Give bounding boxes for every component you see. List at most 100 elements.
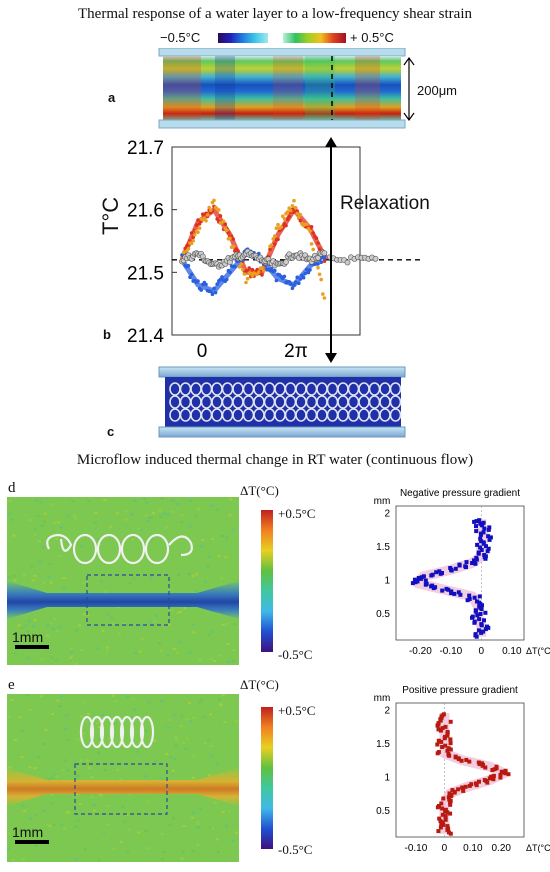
data-point: [257, 270, 261, 274]
data-point: [196, 218, 200, 222]
noise-speck: [87, 766, 91, 769]
data-point: [221, 219, 226, 224]
noise-speck: [41, 524, 45, 527]
noise-speck: [59, 567, 62, 570]
noise-speck: [215, 508, 219, 511]
noise-speck: [192, 631, 196, 634]
x-tick-label: 0.10: [463, 843, 483, 854]
data-point: [207, 205, 211, 210]
noise-speck: [221, 623, 225, 626]
noise-speck: [135, 750, 139, 753]
scalebar-label-d: 1mm: [12, 629, 44, 645]
data-point: [485, 549, 490, 554]
data-point: [487, 525, 492, 530]
scalebar-label-e: 1mm: [12, 824, 44, 840]
noise-speck: [101, 629, 105, 632]
data-point: [247, 266, 251, 270]
noise-speck: [31, 579, 35, 582]
data-point: [479, 539, 484, 544]
noise-speck: [12, 575, 16, 577]
noise-speck: [109, 525, 113, 528]
noise-speck: [200, 545, 204, 548]
noise-speck: [139, 528, 143, 531]
noise-speck: [162, 851, 166, 854]
noise-speck: [42, 742, 46, 745]
noise-speck: [231, 528, 235, 531]
noise-speck: [104, 777, 108, 780]
data-point: [446, 826, 451, 831]
data-point: [439, 801, 444, 806]
noise-speck: [20, 627, 24, 630]
noise-speck: [207, 739, 211, 742]
noise-speck: [126, 695, 130, 698]
figure-title-top: Thermal response of a water layer to a l…: [78, 6, 472, 22]
panel-e-letter: e: [8, 677, 15, 693]
data-point: [212, 198, 216, 203]
data-point: [412, 577, 417, 582]
noise-speck: [130, 588, 134, 590]
data-point: [491, 773, 496, 778]
noise-speck: [191, 575, 195, 578]
noise-speck: [201, 715, 205, 718]
noise-speck: [193, 621, 197, 624]
noise-speck: [60, 695, 63, 698]
noise-speck: [114, 625, 118, 628]
noise-speck: [233, 574, 237, 577]
data-point: [473, 608, 478, 613]
noise-speck: [174, 736, 178, 739]
noise-speck: [203, 751, 207, 754]
data-point: [322, 256, 327, 260]
noise-speck: [94, 512, 98, 514]
noise-speck: [64, 577, 67, 580]
x-tick-label: 0: [479, 646, 485, 657]
data-point: [298, 277, 303, 281]
data-point: [440, 745, 445, 749]
noise-speck: [125, 623, 129, 626]
noise-speck: [133, 708, 137, 711]
noise-speck: [153, 739, 157, 742]
noise-speck: [169, 756, 173, 759]
noise-speck: [36, 515, 40, 518]
noise-speck: [125, 813, 129, 816]
noise-speck: [94, 703, 98, 706]
data-point: [445, 824, 450, 829]
data-point: [448, 802, 453, 807]
data-point: [478, 536, 483, 541]
noise-speck: [173, 614, 177, 617]
data-point: [448, 811, 453, 816]
noise-speck: [162, 512, 166, 515]
colourbar-min-e: -0.5°C: [278, 842, 313, 857]
noise-speck: [33, 533, 37, 536]
data-point: [456, 590, 461, 595]
noise-speck: [123, 820, 127, 823]
panel-e-thermal-image: [7, 694, 239, 862]
noise-speck: [231, 839, 235, 842]
data-point: [482, 778, 487, 783]
data-point: [456, 787, 461, 792]
noise-speck: [208, 774, 212, 777]
noise-speck: [219, 812, 223, 814]
noise-speck: [76, 793, 80, 796]
noise-speck: [179, 725, 183, 728]
data-point: [440, 820, 445, 825]
plot-frame: [395, 505, 525, 641]
panel-d-letter: d: [8, 480, 16, 496]
noise-speck: [235, 741, 239, 744]
noise-speck: [58, 705, 62, 708]
noise-speck: [80, 545, 84, 548]
noise-speck: [8, 512, 12, 515]
noise-speck: [128, 582, 132, 585]
noise-speck: [48, 825, 52, 827]
noise-speck: [20, 756, 24, 759]
x-tick-label: 0: [197, 341, 208, 362]
profile-band: [412, 519, 490, 637]
noise-speck: [124, 540, 128, 543]
noise-speck: [187, 714, 191, 717]
noise-speck: [50, 656, 54, 659]
noise-speck: [95, 647, 99, 650]
data-point: [445, 748, 450, 753]
noise-speck: [228, 514, 232, 517]
data-point: [236, 259, 240, 264]
noise-speck: [40, 583, 44, 586]
noise-speck: [38, 560, 42, 563]
